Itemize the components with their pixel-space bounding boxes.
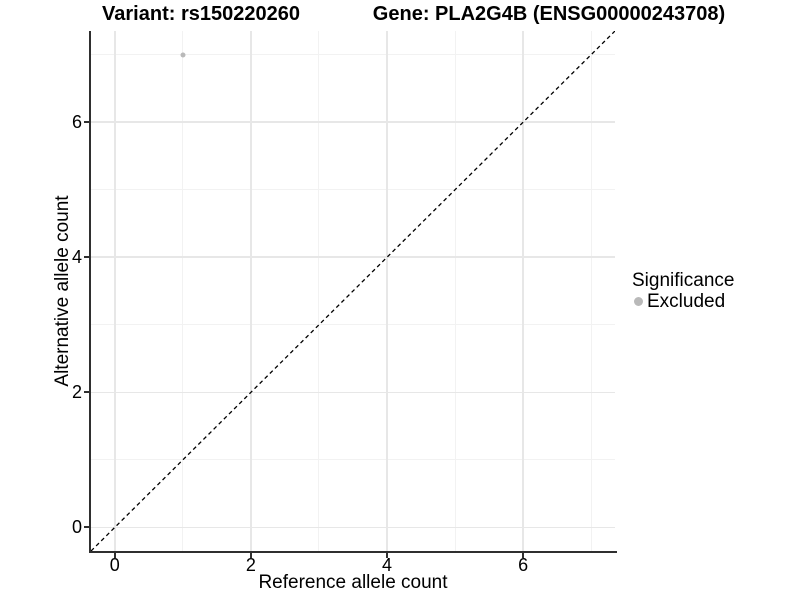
plot-title-variant: Variant: rs150220260 <box>102 3 300 25</box>
legend-item-label: Excluded <box>647 291 726 312</box>
y-tick-label: 0 <box>71 516 82 537</box>
x-tick-label: 4 <box>382 555 393 575</box>
x-tick-label: 6 <box>518 555 529 575</box>
y-axis-line <box>89 31 91 553</box>
y-minor-gridline <box>91 459 615 461</box>
y-tick-mark <box>84 391 89 394</box>
y-tick-mark <box>84 121 89 124</box>
y-major-gridline <box>91 526 615 529</box>
plot-panel <box>91 31 615 551</box>
identity-line <box>91 31 615 551</box>
y-tick-mark <box>84 256 89 259</box>
x-minor-gridline <box>590 31 592 551</box>
x-minor-gridline <box>182 31 184 551</box>
legend-point-icon <box>634 297 643 306</box>
y-tick-label: 4 <box>71 246 82 267</box>
x-tick-label: 2 <box>245 555 256 575</box>
y-minor-gridline <box>91 54 615 56</box>
y-minor-gridline <box>91 189 615 191</box>
y-minor-gridline <box>91 324 615 326</box>
plot-title-gene: Gene: PLA2G4B (ENSG00000243708) <box>372 3 726 25</box>
legend-item-excluded: Excluded <box>630 292 734 311</box>
x-major-gridline <box>250 31 252 551</box>
data-point <box>180 52 186 58</box>
x-tick-mark <box>386 553 389 558</box>
x-major-gridline <box>522 31 524 551</box>
legend: Significance Excluded <box>630 270 734 311</box>
x-axis-title: Reference allele count <box>258 572 448 593</box>
y-major-gridline <box>91 121 615 123</box>
x-major-gridline <box>386 31 388 551</box>
x-tick-mark <box>522 553 525 558</box>
x-tick-mark <box>249 553 252 558</box>
x-tick-mark <box>113 553 116 558</box>
y-axis-title: Alternative allele count <box>52 195 73 387</box>
y-tick-mark <box>84 526 89 529</box>
legend-title: Significance <box>632 270 735 291</box>
y-major-gridline <box>91 256 615 258</box>
x-tick-label: 0 <box>109 555 120 575</box>
y-tick-label: 2 <box>71 381 82 402</box>
x-minor-gridline <box>318 31 320 551</box>
x-minor-gridline <box>454 31 456 551</box>
y-tick-label: 6 <box>71 111 82 132</box>
x-major-gridline <box>114 31 116 551</box>
x-axis-line <box>89 551 617 553</box>
y-major-gridline <box>91 391 615 394</box>
